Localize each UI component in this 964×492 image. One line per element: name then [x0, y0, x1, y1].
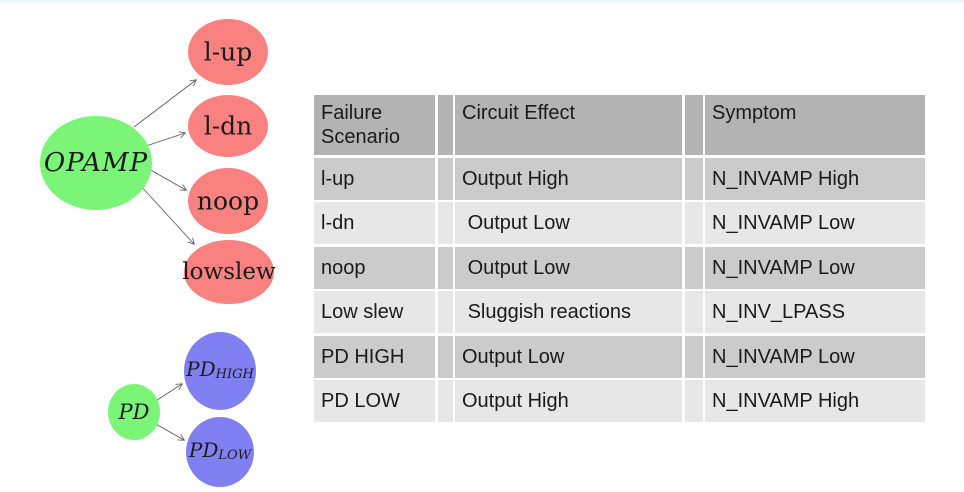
- scenario-cell: PD HIGH: [314, 335, 435, 378]
- failure-scenario-table: Failure Scenario Circuit Effect Symptom …: [314, 95, 925, 422]
- spacer-cell: [437, 157, 453, 200]
- header-spacer-cell: [437, 95, 453, 155]
- pd-arrows: [153, 384, 184, 440]
- spacer-cell: [684, 202, 703, 244]
- col-header-circuit-effect: Circuit Effect: [455, 95, 682, 155]
- spacer-cell: [437, 202, 453, 244]
- spacer-cell: [437, 246, 453, 289]
- symptom-cell: N_INVAMP High: [705, 380, 925, 422]
- pd-node-label: PD: [118, 400, 150, 424]
- symptom-cell: N_INV_LPASS: [705, 291, 925, 333]
- arrow-opamp-to-lowslew: [138, 183, 194, 244]
- spacer-cell: [437, 380, 453, 422]
- arrow-opamp-to-l-dn: [145, 133, 185, 147]
- effect-cell: Output Low: [455, 202, 682, 244]
- opamp-arrows: [133, 80, 196, 244]
- pd-high-subscript: HIGH: [215, 367, 255, 382]
- l-dn-node: [188, 95, 268, 157]
- arrow-opamp-to-noop: [146, 167, 186, 190]
- effect-cell: Output Low: [455, 246, 682, 289]
- header-spacer-cell: [684, 95, 703, 155]
- spacer-cell: [684, 335, 703, 378]
- lowslew-node-label: lowslew: [182, 259, 276, 285]
- pd-low-node-label: PDLOW: [188, 438, 253, 463]
- spacer-cell: [684, 157, 703, 200]
- l-up-node-label: l-up: [204, 38, 253, 67]
- pd-low-node: [186, 417, 254, 487]
- scenario-cell: Low slew: [314, 291, 435, 333]
- pd-high-node-label: PDHIGH: [185, 357, 254, 382]
- arrow-pd-to-pdhigh: [153, 384, 182, 403]
- scenario-cell: l-up: [314, 157, 435, 200]
- l-up-node: [188, 19, 268, 85]
- pd-low-base: PD: [188, 438, 219, 462]
- fault-tree-diagram: OPAMP l-up l-dn noop lowslew PD PDHIGH P…: [40, 19, 276, 487]
- effect-cell: Output High: [455, 157, 682, 200]
- scenario-cell: PD LOW: [314, 380, 435, 422]
- lowslew-node: [184, 240, 274, 304]
- scenario-cell: l-dn: [314, 202, 435, 244]
- symptom-cell: N_INVAMP Low: [705, 335, 925, 378]
- symptom-cell: N_INVAMP Low: [705, 202, 925, 244]
- spacer-cell: [437, 335, 453, 378]
- spacer-cell: [684, 380, 703, 422]
- spacer-cell: [684, 291, 703, 333]
- pd-node: [108, 384, 160, 440]
- spacer-cell: [684, 246, 703, 289]
- opamp-node: [40, 116, 152, 210]
- effect-cell: Sluggish reactions: [455, 291, 682, 333]
- noop-node: [188, 168, 268, 234]
- symptom-cell: N_INVAMP High: [705, 157, 925, 200]
- l-dn-node-label: l-dn: [204, 112, 253, 141]
- col-header-symptom: Symptom: [705, 95, 925, 155]
- window-top-edge: [0, 0, 964, 3]
- arrow-pd-to-pdlow: [153, 422, 184, 440]
- arrow-opamp-to-l-up: [133, 80, 196, 128]
- scenario-cell: noop: [314, 246, 435, 289]
- effect-cell: Output High: [455, 380, 682, 422]
- noop-node-label: noop: [197, 187, 259, 216]
- opamp-node-label: OPAMP: [44, 148, 148, 178]
- symptom-cell: N_INVAMP Low: [705, 246, 925, 289]
- spacer-cell: [437, 291, 453, 333]
- pd-high-node: [184, 332, 256, 410]
- effect-cell: Output Low: [455, 335, 682, 378]
- pd-low-subscript: LOW: [217, 448, 252, 463]
- pd-high-base: PD: [185, 357, 216, 381]
- col-header-failure-scenario: Failure Scenario: [314, 95, 435, 155]
